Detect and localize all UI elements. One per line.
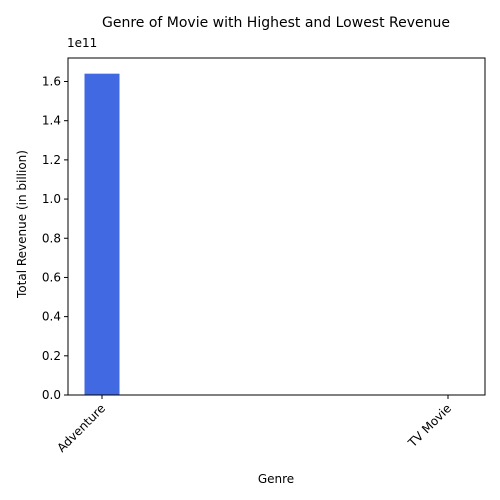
y-tick-label: 1.0 <box>42 192 61 206</box>
x-tick-label: TV Movie <box>405 401 454 450</box>
y-tick-label: 1.4 <box>42 114 61 128</box>
plot-frame <box>67 57 486 396</box>
y-tick-label: 0.4 <box>42 310 61 324</box>
y-tick-label: 0.2 <box>42 349 61 363</box>
bar-adventure <box>84 73 120 396</box>
y-axis-label: Total Revenue (in billion) <box>15 150 29 299</box>
y-tick-label: 1.2 <box>42 153 61 167</box>
y-axis-offset-label: 1e11 <box>67 36 97 50</box>
chart-title: Genre of Movie with Highest and Lowest R… <box>102 15 450 31</box>
y-tick-label: 1.6 <box>42 75 61 89</box>
y-tick-label: 0.8 <box>42 231 61 245</box>
y-tick-label: 0.6 <box>42 270 61 284</box>
y-tick-label: 0.0 <box>42 388 61 402</box>
x-axis-label: Genre <box>258 472 294 486</box>
plot-area: 0.0 0.2 0.4 0.6 0.8 1.0 1.2 1.4 1.6 Adventure TV M… <box>42 57 486 455</box>
x-tick-label: Adventure <box>54 401 108 455</box>
